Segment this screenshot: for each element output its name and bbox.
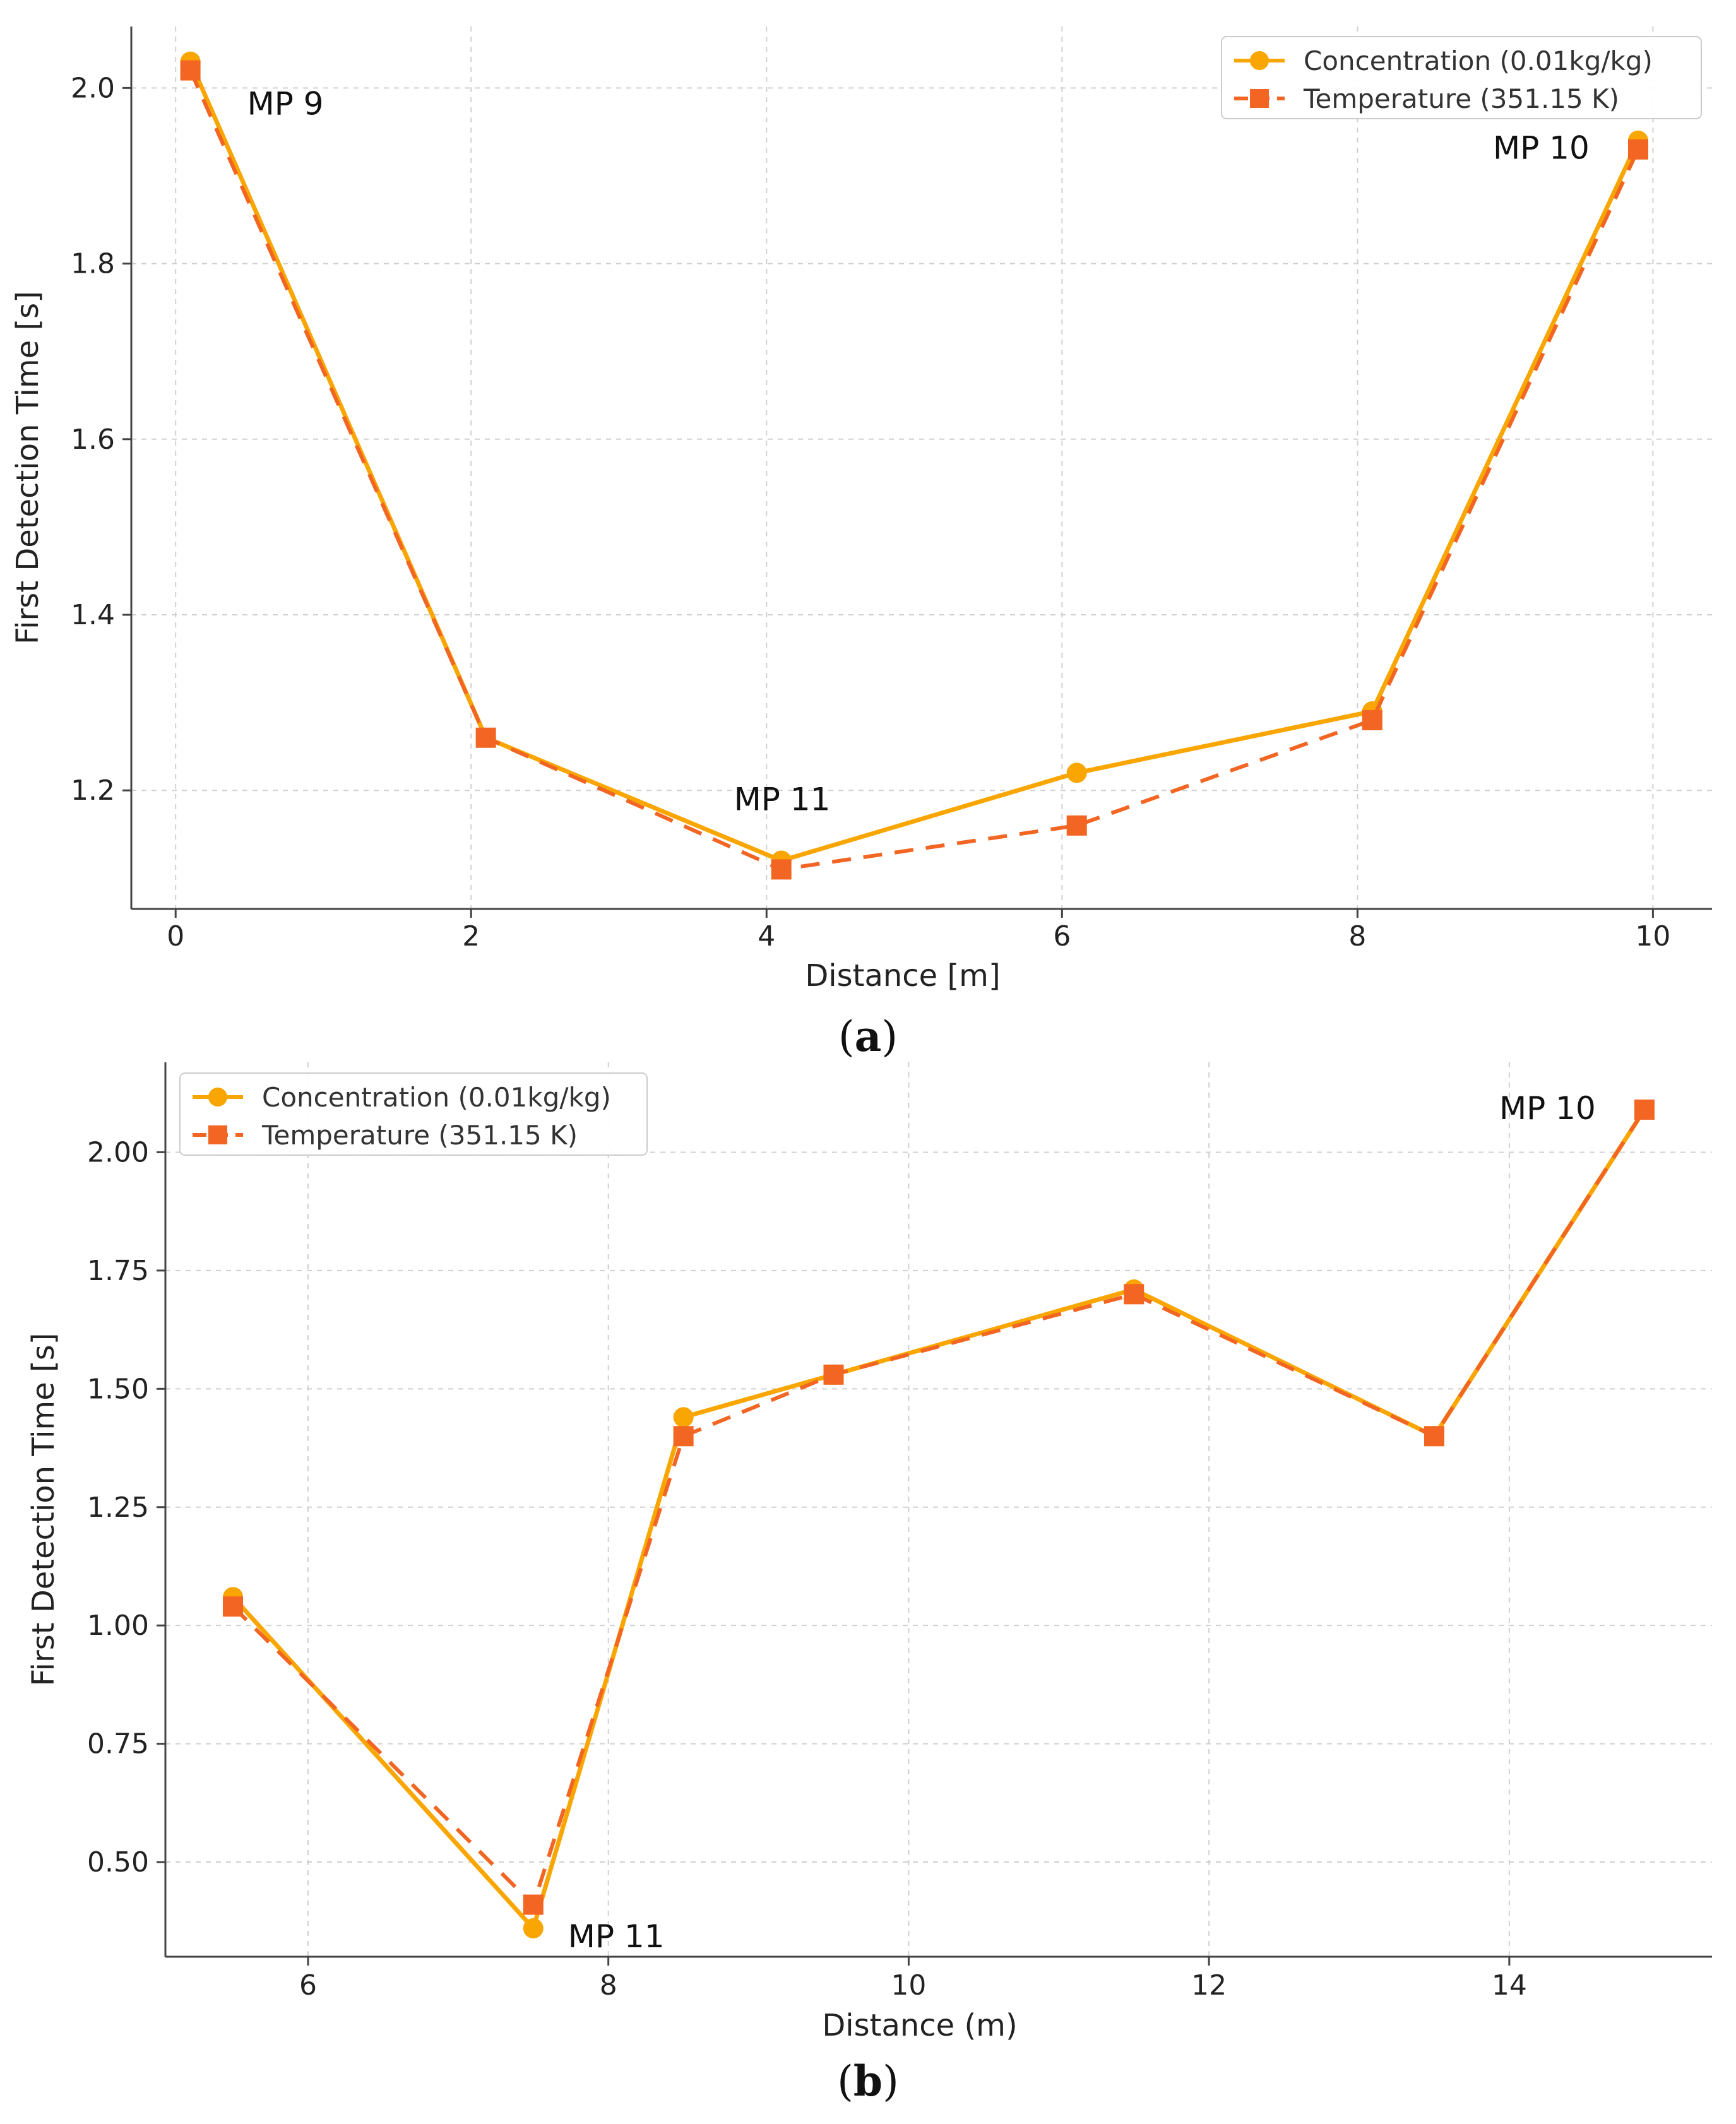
temperature-point — [1627, 139, 1648, 160]
legend-label: Temperature (351.15 K) — [261, 1120, 578, 1151]
legend-box — [179, 1072, 648, 1156]
y-tick-label: 1.8 — [71, 248, 115, 280]
y-tick-label: 1.00 — [87, 1610, 149, 1642]
y-tick-label: 2.00 — [87, 1136, 149, 1168]
temperature-point — [223, 1596, 244, 1617]
y-tick-label: 1.75 — [87, 1255, 149, 1287]
caption-open: ( — [837, 2057, 853, 2106]
temperature-point — [475, 727, 496, 748]
legend-marker-circle — [208, 1088, 227, 1106]
legend: Concentration (0.01kg/kg) Temperature (35… — [1221, 36, 1702, 119]
x-axis-label: Distance (m) — [822, 2008, 1017, 2043]
y-tick-label: 2.0 — [71, 72, 115, 104]
temperature-point — [1424, 1426, 1444, 1447]
temperature-point — [1124, 1284, 1144, 1305]
annotation-mp-10: MP 10 — [1493, 130, 1590, 167]
legend-label: Concentration (0.01kg/kg) — [262, 1082, 611, 1113]
caption-letter: a — [855, 1012, 882, 1061]
x-tick-label: 0 — [167, 920, 184, 952]
legend: Concentration (0.01kg/kg) Temperature (35… — [179, 1072, 648, 1156]
series-line-concentration — [188, 61, 1641, 863]
temperature-point — [1634, 1099, 1655, 1120]
legend-label: Temperature (351.15 K) — [1303, 83, 1619, 114]
y-tick-label: 1.4 — [71, 599, 115, 631]
annotation-mp-11: MP 11 — [734, 781, 831, 817]
annotation-mp-10: MP 10 — [1499, 1090, 1596, 1127]
annotation-mp-9: MP 9 — [247, 86, 324, 122]
concentration-point — [523, 1918, 544, 1939]
y-tick-label: 1.50 — [87, 1373, 149, 1405]
y-tick-label: 0.50 — [87, 1846, 149, 1878]
x-tick-label: 10 — [891, 1969, 926, 2002]
temperature-point — [1362, 709, 1382, 730]
legend-marker-square — [208, 1125, 227, 1144]
panel-caption: (b) — [837, 2056, 899, 2106]
x-tick-label: 12 — [1191, 1969, 1227, 2002]
temperature-point — [180, 60, 201, 81]
concentration-point — [1066, 762, 1087, 783]
x-axis-label: Distance [m] — [805, 958, 1000, 994]
concentration-point — [673, 1407, 694, 1428]
x-tick-label: 6 — [299, 1969, 317, 2002]
legend-marker-square — [1250, 89, 1269, 108]
x-tick-label: 2 — [462, 920, 480, 952]
y-axis-label: First Detection Time [s] — [26, 1333, 61, 1687]
series-line-concentration — [231, 1108, 1646, 1931]
caption-letter: b — [853, 2056, 883, 2106]
caption-close: ) — [883, 2057, 899, 2106]
chart-b: 6 8 10 12 14 0.50 0.75 1.00 1.25 1.50 1.75 2.00 Dist… — [26, 1062, 1712, 2106]
temperature-point — [771, 859, 792, 880]
x-tick-label: 10 — [1635, 920, 1670, 952]
legend-label: Concentration (0.01kg/kg) — [1304, 45, 1653, 76]
x-tick-label: 4 — [758, 920, 775, 952]
y-tick-label: 1.6 — [71, 424, 115, 456]
x-tick-label: 14 — [1492, 1969, 1527, 2002]
y-axis-label: First Detection Time [s] — [10, 291, 45, 644]
x-tick-label: 6 — [1053, 920, 1071, 952]
x-tick-label: 8 — [1348, 920, 1366, 952]
y-tick-label: 1.2 — [71, 774, 115, 807]
x-tick-label: 8 — [600, 1969, 617, 2002]
chart-a: 0 2 4 6 8 10 1.2 1.4 1.6 1.8 2.0 Distance [m] First … — [10, 27, 1712, 1061]
y-tick-label: 0.75 — [87, 1728, 149, 1760]
y-tick-label: 1.25 — [87, 1492, 149, 1524]
panel-caption: (a) — [838, 1012, 898, 1061]
temperature-point — [823, 1364, 844, 1385]
annotation-mp-11: MP 11 — [568, 1918, 665, 1955]
legend-box — [1221, 36, 1702, 119]
series-line-temperature — [188, 69, 1640, 872]
caption-open: ( — [838, 1012, 855, 1061]
caption-close: ) — [881, 1012, 898, 1061]
temperature-point — [523, 1894, 544, 1915]
temperature-point — [673, 1426, 694, 1447]
legend-marker-circle — [1250, 51, 1269, 70]
temperature-point — [1066, 815, 1087, 836]
